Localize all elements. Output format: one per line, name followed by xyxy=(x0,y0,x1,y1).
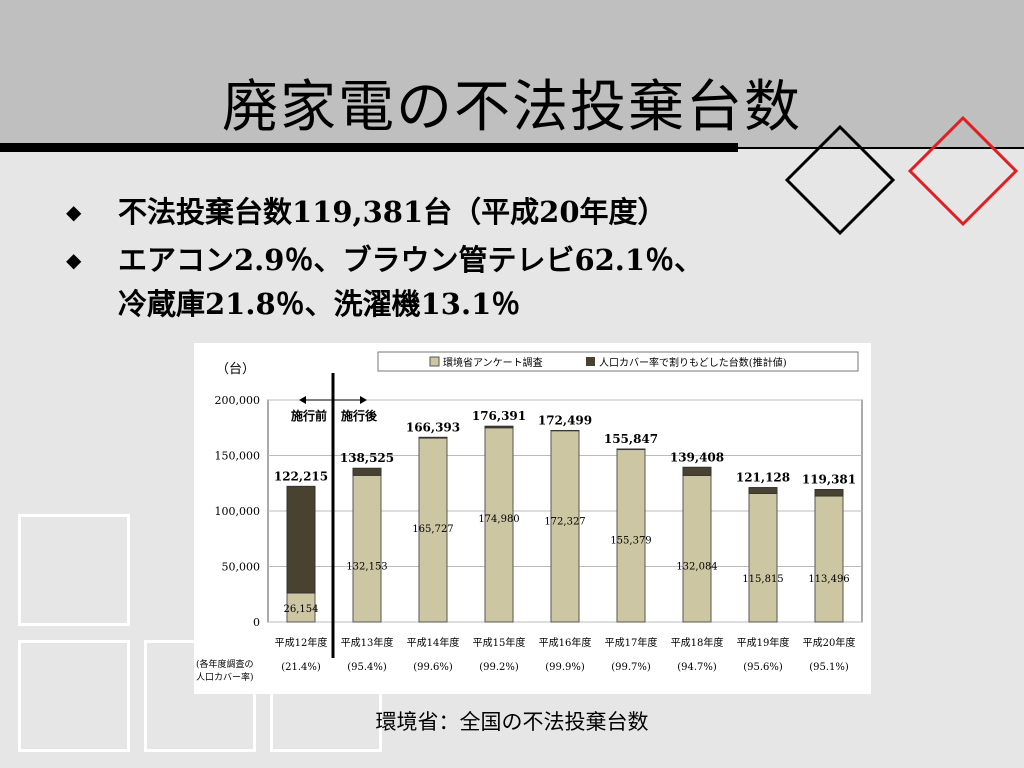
legend-label-survey: 環境省アンケート調査 xyxy=(443,356,543,369)
bar-survey xyxy=(484,427,514,623)
bar-survey-label: 115,815 xyxy=(742,574,783,585)
bar-total-label: 166,393 xyxy=(406,420,460,434)
bar-survey xyxy=(748,492,778,623)
coverage-label: (99.6%) xyxy=(413,662,453,673)
bar-estimate xyxy=(484,425,514,429)
decorative-square xyxy=(18,640,130,752)
bullet-item: ◆ エアコン2.9％、ブラウン管テレビ62.1％、 冷蔵庫21.8％、洗濯機13… xyxy=(60,238,960,326)
legend-swatch-survey xyxy=(429,356,440,367)
black-diamond xyxy=(784,124,896,236)
coverage-label: (95.4%) xyxy=(347,662,387,673)
bar-total-label: 122,215 xyxy=(274,469,328,483)
title-rule-thin xyxy=(738,147,1024,149)
bullet-icon: ◆ xyxy=(66,248,82,272)
coverage-label: (99.9%) xyxy=(545,662,585,673)
annotation-before: 施行前 xyxy=(291,408,327,423)
chart-caption: 環境省：全国の不法投棄台数 xyxy=(375,710,649,734)
y-tick-label: 0 xyxy=(253,616,260,629)
y-tick-label: 150,000 xyxy=(215,450,261,463)
legend-box xyxy=(377,351,859,372)
bar-survey-label: 132,153 xyxy=(346,561,387,572)
bar-survey-label: 132,084 xyxy=(676,561,717,572)
bullet-list: ◆ 不法投棄台数119,381台（平成20年度） ◆ エアコン2.9％、ブラウン… xyxy=(60,190,960,330)
bullet-text: 不法投棄台数119,381台（平成20年度） xyxy=(118,195,667,229)
arrow-left-icon xyxy=(299,396,306,404)
bar-survey xyxy=(682,474,712,623)
slide-header xyxy=(0,0,1024,148)
coverage-header: (各年度調査の xyxy=(196,658,254,670)
bar-estimate xyxy=(352,467,382,476)
bar-survey xyxy=(616,449,646,623)
red-diamond xyxy=(907,115,1019,227)
bar-estimate xyxy=(616,448,646,451)
coverage-label: (21.4%) xyxy=(281,662,321,673)
y-tick-label: 100,000 xyxy=(215,505,261,518)
bar-survey-label: 174,980 xyxy=(478,514,519,525)
bar-chart: 0 50,000 100,000 150,000 200,000 （台） 環境省アンケート調… xyxy=(194,343,871,694)
x-tick-label: 平成17年度 xyxy=(605,636,658,649)
bar-estimate xyxy=(418,436,448,439)
bar-total-label: 121,128 xyxy=(736,471,790,485)
bar-survey-label: 26,154 xyxy=(284,604,319,615)
bullet-text: 冷蔵庫21.8％、洗濯機13.1％ xyxy=(118,287,521,321)
y-tick-label: 200,000 xyxy=(215,394,261,407)
bar-total-label: 176,391 xyxy=(472,409,526,423)
bar-survey-label: 165,727 xyxy=(412,524,453,535)
y-unit-label: （台） xyxy=(216,362,255,377)
x-tick-label: 平成13年度 xyxy=(341,636,394,649)
bar-survey xyxy=(352,474,382,623)
legend-swatch-estimate xyxy=(586,357,595,366)
arrow-right-icon xyxy=(360,396,367,404)
x-tick-label: 平成14年度 xyxy=(407,636,460,649)
coverage-label: (95.6%) xyxy=(743,662,783,673)
bar-estimate xyxy=(286,485,316,594)
bar-survey-label: 113,496 xyxy=(808,574,849,585)
title-rule xyxy=(0,143,738,152)
x-tick-label: 平成19年度 xyxy=(737,636,790,649)
bar-total-label: 139,408 xyxy=(670,450,724,464)
x-tick-label: 平成18年度 xyxy=(671,636,724,649)
x-tick-label: 平成20年度 xyxy=(803,636,856,649)
bar-total-label: 155,847 xyxy=(604,432,658,446)
bar-total-label: 119,381 xyxy=(802,472,856,486)
bullet-text: エアコン2.9％、ブラウン管テレビ62.1％、 xyxy=(118,243,704,277)
x-tick-label: 平成15年度 xyxy=(473,636,526,649)
annotation-after: 施行後 xyxy=(341,408,378,423)
coverage-label: (99.2%) xyxy=(479,662,519,673)
bar-survey xyxy=(814,495,844,623)
bar-survey-label: 172,327 xyxy=(544,517,585,528)
x-tick-label: 平成12年度 xyxy=(275,636,328,649)
chart-svg: 0 50,000 100,000 150,000 200,000 （台） 環境省アンケート調… xyxy=(196,351,863,683)
y-tick-label: 50,000 xyxy=(222,561,261,574)
bullet-item: ◆ 不法投棄台数119,381台（平成20年度） xyxy=(60,190,960,234)
coverage-label: (99.7%) xyxy=(611,662,651,673)
coverage-label: (94.7%) xyxy=(677,662,717,673)
slide-title: 廃家電の不法投棄台数 xyxy=(222,75,802,140)
bar-total-label: 172,499 xyxy=(538,414,592,428)
decorative-square xyxy=(18,514,130,626)
bar-survey-label: 155,379 xyxy=(610,536,651,547)
bar-survey xyxy=(418,437,448,623)
bar-estimate xyxy=(682,466,712,476)
bar-estimate xyxy=(814,488,844,497)
bar-total-label: 138,525 xyxy=(340,451,394,465)
coverage-header: 人口カバー率) xyxy=(196,671,254,683)
legend-label-estimate: 人口カバー率で割りもどした台数(推計値) xyxy=(599,356,787,369)
bar-estimate xyxy=(748,487,778,494)
bullet-icon: ◆ xyxy=(66,200,82,224)
coverage-label: (95.1%) xyxy=(809,662,849,673)
x-tick-label: 平成16年度 xyxy=(539,636,592,649)
bar-survey xyxy=(550,430,580,623)
